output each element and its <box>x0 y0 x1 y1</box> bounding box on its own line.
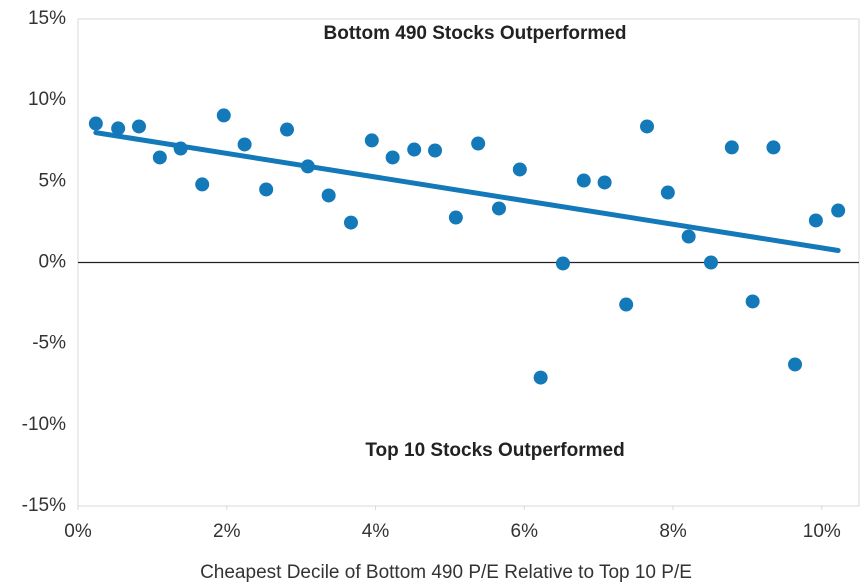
y-tick-label: 10% <box>28 89 66 110</box>
y-tick-label: 5% <box>39 170 67 191</box>
point <box>300 159 315 174</box>
point <box>428 143 443 158</box>
point <box>407 142 422 157</box>
point <box>259 182 274 197</box>
point <box>533 370 548 385</box>
point <box>343 215 358 230</box>
point <box>745 294 760 309</box>
annotation: Top 10 Stocks Outperformed <box>365 440 624 461</box>
point <box>88 116 103 131</box>
point <box>280 122 295 137</box>
point <box>471 136 486 151</box>
point <box>237 137 252 152</box>
point <box>619 297 634 312</box>
point <box>766 140 781 155</box>
x-axis-title: Cheapest Decile of Bottom 490 P/E Relati… <box>200 562 692 583</box>
point <box>491 201 506 216</box>
point <box>195 177 210 192</box>
y-tick-label: 0% <box>39 252 67 273</box>
y-tick-label: -15% <box>22 495 66 516</box>
x-tick-label: 0% <box>64 521 92 542</box>
point <box>576 173 591 188</box>
point <box>681 229 696 244</box>
point <box>173 141 188 156</box>
point <box>385 150 400 165</box>
annotation: Bottom 490 Stocks Outperformed <box>324 23 627 44</box>
point <box>216 108 231 123</box>
point <box>448 210 463 225</box>
point <box>640 119 655 134</box>
y-tick-label: -10% <box>22 414 66 435</box>
point <box>788 357 803 372</box>
point <box>111 121 126 136</box>
x-tick-label: 6% <box>511 521 539 542</box>
x-tick-label: 8% <box>659 521 687 542</box>
point <box>131 119 146 134</box>
point <box>597 175 612 190</box>
point <box>808 213 823 228</box>
point <box>555 256 570 271</box>
point <box>512 162 527 177</box>
trend-line <box>93 130 841 253</box>
x-tick-label: 10% <box>803 521 841 542</box>
x-tick-label: 4% <box>362 521 390 542</box>
y-tick-label: -5% <box>32 333 66 354</box>
point <box>703 255 718 270</box>
point <box>831 203 846 218</box>
x-tick-label: 2% <box>213 521 241 542</box>
point <box>321 188 336 203</box>
point <box>364 133 379 148</box>
y-tick-label: 15% <box>28 8 66 29</box>
point <box>660 185 675 200</box>
point <box>724 140 739 155</box>
point <box>152 150 167 165</box>
